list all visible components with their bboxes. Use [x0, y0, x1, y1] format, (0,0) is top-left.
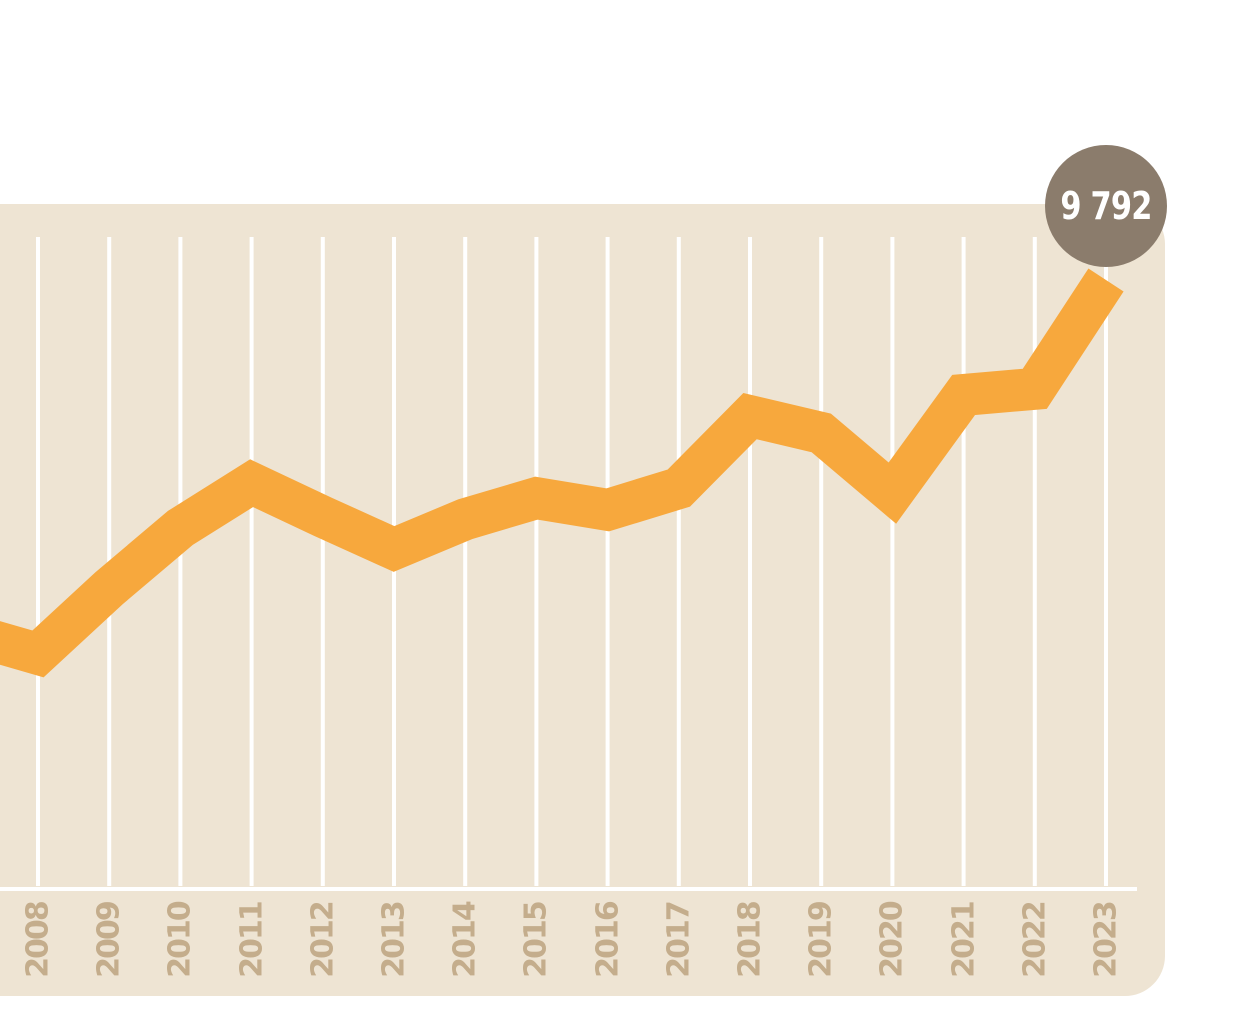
x-tick-label: 2017: [661, 902, 697, 978]
x-tick-label: 2008: [20, 902, 56, 978]
value-badge-label: 9 792: [1060, 184, 1152, 228]
x-tick-label: 2012: [305, 902, 341, 978]
x-tick-label: 2009: [91, 902, 127, 978]
x-tick-label: 2018: [732, 902, 768, 978]
x-tick-label: 2023: [1088, 902, 1124, 978]
x-tick-label: 2020: [874, 902, 910, 978]
x-tick-label: 2010: [162, 902, 198, 978]
plot-area: [0, 204, 1165, 996]
x-tick-label: 2015: [518, 902, 554, 978]
x-tick-label: 2013: [376, 902, 412, 978]
x-tick-label: 2011: [234, 902, 270, 978]
x-tick-label: 2019: [803, 902, 839, 978]
value-badge: 9 792: [1045, 145, 1167, 267]
x-tick-label: 2014: [447, 902, 483, 978]
x-tick-label: 2016: [590, 902, 626, 978]
x-tick-label: 2021: [946, 902, 982, 978]
data-line: [0, 268, 1124, 678]
x-tick-label: 2022: [1017, 902, 1053, 978]
